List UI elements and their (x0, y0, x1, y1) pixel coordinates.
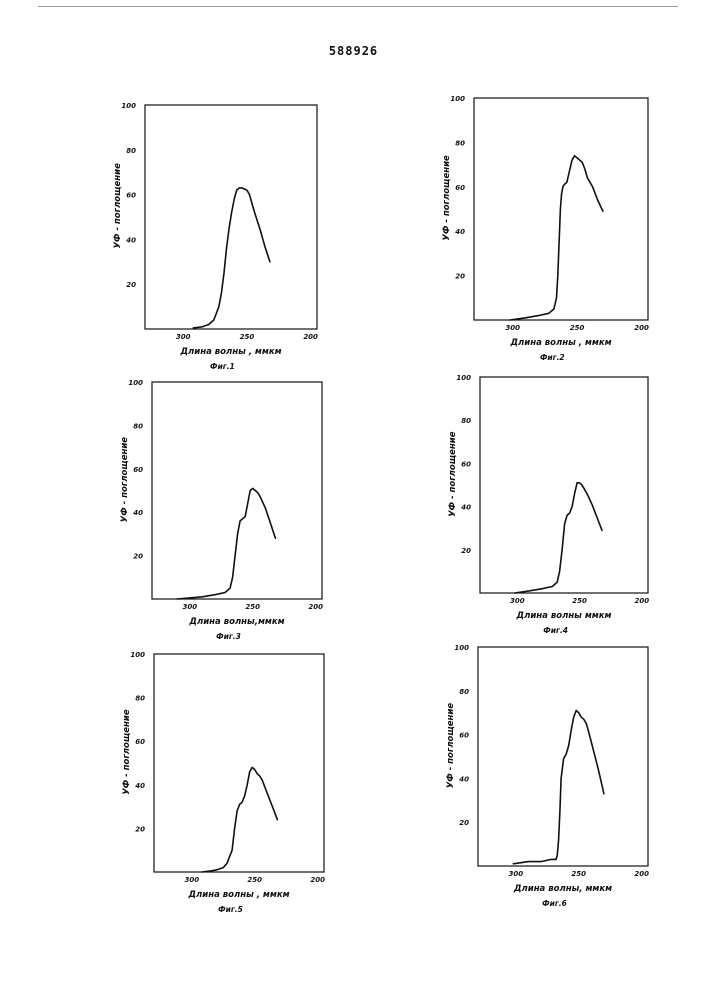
x-tick-label: 300 (184, 876, 199, 884)
y-axis-label: УФ - поглощение (122, 709, 132, 795)
absorption-curve (510, 156, 603, 320)
y-tick-label: 80 (455, 139, 465, 147)
x-tick-label: 250 (245, 603, 260, 611)
figure-caption: Фиг.6 (542, 899, 567, 908)
y-axis-label: УФ - поглощение (448, 431, 458, 517)
x-tick-label: 200 (634, 324, 649, 332)
absorption-curve (513, 711, 604, 864)
x-axis-label: Длина волны ммкм (516, 611, 612, 621)
x-axis-label: Длина волны, ммкм (513, 884, 612, 894)
x-tick-label: 200 (303, 333, 318, 341)
plot-frame (152, 382, 322, 599)
y-tick-label: 100 (450, 95, 465, 103)
y-tick-label: 80 (126, 147, 136, 155)
plot-frame (478, 647, 648, 866)
y-axis-label: УФ - поглощение (113, 163, 123, 249)
y-axis-label: УФ - поглощение (442, 155, 452, 241)
chart-4: 20 40 60 80 100 300 250 200 Длина волны ммкм УФ -… (448, 374, 649, 635)
x-tick-label: 200 (310, 876, 325, 884)
y-tick-label: 60 (461, 460, 471, 468)
y-tick-label: 100 (121, 102, 136, 110)
figure-caption: Фиг.1 (210, 362, 235, 371)
x-tick-label: 300 (505, 324, 520, 332)
y-tick-label: 80 (461, 417, 471, 425)
y-tick-label: 40 (461, 504, 471, 512)
y-tick-label: 40 (459, 775, 469, 783)
y-tick-label: 40 (135, 782, 145, 790)
y-tick-label: 20 (461, 547, 471, 555)
chart-6: 20 40 60 80 100 300 250 200 Длина волны, ммкм УФ … (446, 644, 649, 908)
x-tick-label: 300 (510, 597, 525, 605)
y-tick-label: 60 (459, 732, 469, 740)
y-tick-label: 20 (459, 819, 469, 827)
y-tick-label: 20 (135, 825, 145, 833)
y-tick-label: 80 (133, 422, 143, 430)
x-tick-label: 300 (176, 333, 191, 341)
x-tick-label: 250 (571, 870, 586, 878)
chart-3: 20 40 60 80 100 300 250 200 Длина волны,ммкм УФ -… (120, 379, 323, 641)
y-tick-label: 40 (126, 236, 136, 244)
x-axis-label: Длина волны , ммкм (187, 890, 289, 900)
x-tick-label: 250 (240, 333, 255, 341)
chart-5: 20 40 60 80 100 300 250 200 Длина волны , ммкм УФ… (122, 651, 325, 914)
y-tick-label: 20 (133, 553, 143, 561)
y-tick-label: 60 (126, 192, 136, 200)
x-tick-label: 250 (572, 597, 587, 605)
y-axis-label: УФ - поглощение (120, 437, 130, 523)
x-tick-label: 250 (570, 324, 585, 332)
absorption-curve (202, 767, 278, 872)
x-axis-label: Длина волны,ммкм (188, 617, 284, 627)
y-tick-label: 100 (130, 651, 145, 659)
y-tick-label: 80 (135, 695, 145, 703)
x-tick-label: 200 (634, 870, 649, 878)
y-tick-label: 100 (128, 379, 143, 387)
x-tick-label: 200 (634, 597, 649, 605)
y-tick-label: 40 (455, 228, 465, 236)
chart-2: 20 40 60 80 100 300 250 200 Длина волны , ммкм УФ… (442, 95, 649, 362)
x-axis-label: Длина волны , ммкм (179, 347, 281, 357)
x-tick-label: 250 (247, 876, 262, 884)
x-tick-label: 200 (308, 603, 323, 611)
y-tick-label: 40 (133, 509, 143, 517)
absorption-curve (515, 483, 602, 593)
plot-frame (480, 377, 648, 593)
figure-caption: Фиг.4 (543, 626, 568, 635)
y-tick-label: 60 (135, 738, 145, 746)
y-tick-label: 60 (455, 184, 465, 192)
y-tick-label: 60 (133, 466, 143, 474)
y-axis-label: УФ - поглощение (446, 703, 456, 789)
x-tick-label: 300 (182, 603, 197, 611)
figure-caption: Фиг.3 (216, 632, 241, 641)
y-tick-label: 20 (455, 273, 465, 281)
chart-1: 20 40 60 80 100 300 250 200 Длина волны , ммкм УФ… (113, 102, 318, 371)
absorption-curve (177, 488, 275, 599)
y-tick-label: 80 (459, 688, 469, 696)
absorption-curve (193, 188, 270, 328)
plot-frame (154, 654, 324, 872)
figure-caption: Фиг.5 (218, 905, 243, 914)
y-tick-label: 20 (126, 281, 136, 289)
x-tick-label: 300 (508, 870, 523, 878)
y-tick-label: 100 (454, 644, 469, 652)
x-axis-label: Длина волны , ммкм (509, 338, 611, 348)
y-tick-label: 100 (456, 374, 471, 382)
figure-caption: Фиг.2 (540, 353, 565, 362)
